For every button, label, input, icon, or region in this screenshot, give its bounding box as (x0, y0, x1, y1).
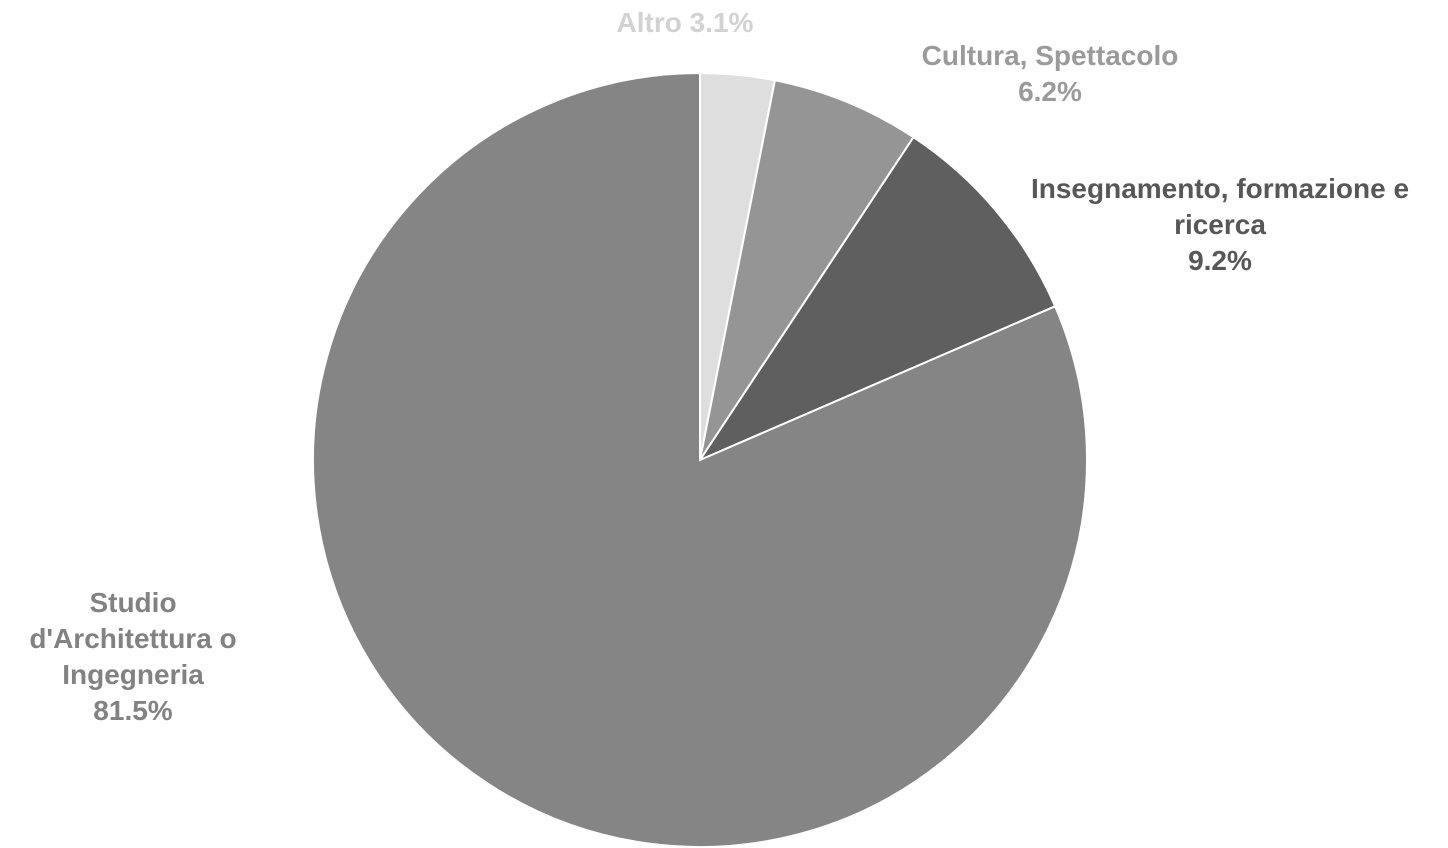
data-label-line: 6.2% (1018, 76, 1082, 107)
data-label-line: Altro 3.1% (617, 7, 754, 38)
data-label-altro: Altro 3.1% (617, 7, 754, 38)
labels-layer: Altro 3.1% Cultura, Spettacolo 6.2% Insegna… (29, 7, 1409, 726)
data-label-line: 9.2% (1188, 245, 1252, 276)
data-label-line: 81.5% (93, 695, 172, 726)
data-label-line: d'Architettura o (29, 623, 236, 654)
slices-layer (312, 71, 1088, 848)
pie-slice-cultura-spettacolo (699, 79, 915, 461)
data-label-cultura-spettacolo: Cultura, Spettacolo 6.2% (922, 40, 1179, 107)
data-label-line: Ingegneria (62, 659, 204, 690)
data-label-studio-d-architettura-o-ingegneria: Studio d'Architettura o Ingegneria 81.5% (29, 587, 236, 726)
data-label-line: Insegnamento, formazione e (1031, 173, 1409, 204)
data-label-line: ricerca (1174, 209, 1266, 240)
pie-slice-insegnamento-formazione-e-ricerca (697, 135, 1057, 463)
data-label-line: Cultura, Spettacolo (922, 40, 1179, 71)
data-label-insegnamento-formazione-e-ricerca: Insegnamento, formazione e ricerca 9.2% (1031, 173, 1409, 276)
data-label-line: Studio (89, 587, 176, 618)
pie-slice-studio-d-architettura-o-ingegneria (312, 71, 1088, 848)
